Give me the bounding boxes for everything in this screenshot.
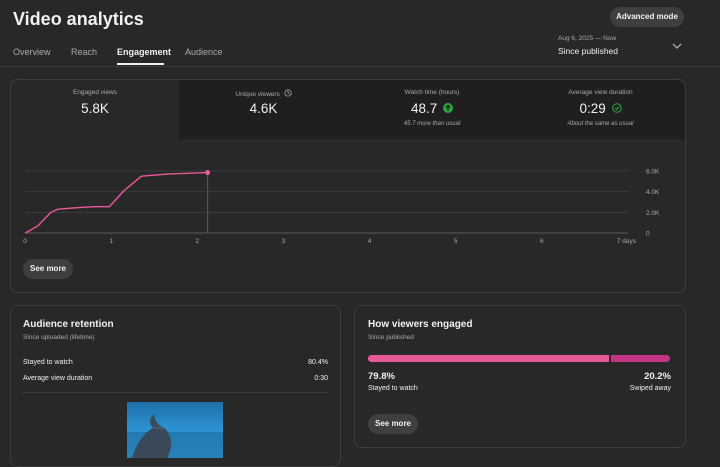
header-divider: [0, 66, 720, 67]
arrow-up-circle-icon: [443, 103, 454, 113]
tab-engagement[interactable]: Engagement: [117, 47, 172, 57]
engagement-split-bar: [368, 355, 670, 362]
retention-row-label: Average view duration: [23, 375, 93, 382]
y-tick-label: 0: [646, 231, 650, 238]
x-tick-label: 5: [454, 238, 458, 245]
metric-value: 5.8K: [81, 101, 109, 116]
stayed-label: Stayed to watch: [368, 385, 418, 392]
swiped-label: Swiped away: [629, 385, 671, 392]
metric-value: 4.6K: [249, 101, 278, 116]
x-tick-label: 4: [368, 238, 372, 245]
swiped-percent: 20.2%: [644, 371, 671, 382]
x-tick-label: 7 days: [617, 238, 637, 245]
retention-row-value: 80.4%: [308, 359, 328, 366]
engaged-views-line-chart: 6.0K 4.0K 2.0K 0 0 1 2 3 4 5 6 7 days: [23, 169, 660, 246]
retention-row-value: 0:30: [314, 375, 328, 382]
metric-label: Unique viewers: [235, 91, 280, 98]
stayed-portion: [368, 355, 611, 362]
x-tick-label: 6: [540, 238, 544, 245]
page-title: Video analytics: [13, 9, 144, 29]
metric-label: Average view duration: [568, 89, 633, 96]
metric-unique-viewers[interactable]: Unique viewers 4.6K: [179, 80, 348, 139]
metric-engaged-views[interactable]: Engaged views 5.8K: [11, 80, 179, 139]
metric-watch-time[interactable]: Watch time (hours) 48.7 45.7 more than u…: [348, 80, 516, 139]
tab-overview[interactable]: Overview: [13, 47, 51, 57]
video-thumbnail[interactable]: [127, 402, 223, 458]
engagement-card: Engaged views 5.8K Unique viewers 4.6K W…: [10, 79, 686, 293]
date-range-dates: Aug 6, 2025 — Now: [558, 35, 617, 42]
retention-row-label: Stayed to watch: [23, 359, 73, 366]
date-range-picker[interactable]: Aug 6, 2025 — Now Since published: [558, 35, 686, 61]
y-tick-label: 2.0K: [646, 210, 660, 217]
divider: [23, 392, 328, 393]
audience-retention-card: Audience retention Since uploaded (lifet…: [10, 305, 341, 467]
metric-label: Engaged views: [72, 89, 118, 96]
card-subtitle: Since published: [368, 334, 414, 341]
card-subtitle: Since uploaded (lifetime): [23, 334, 95, 341]
card-title: Audience retention: [23, 319, 114, 330]
metric-value: 48.7: [410, 101, 438, 116]
x-tick-label: 0: [23, 238, 27, 245]
y-tick-label: 4.0K: [646, 189, 660, 196]
see-more-button[interactable]: See more: [368, 414, 418, 434]
x-tick-label: 3: [282, 238, 286, 245]
advanced-mode-button[interactable]: Advanced mode: [610, 7, 684, 27]
metric-note: 45.7 more than usual: [403, 121, 461, 127]
chevron-down-icon: [672, 43, 682, 49]
clock-icon: [284, 89, 292, 97]
y-tick-label: 6.0K: [646, 169, 660, 176]
data-point: [205, 170, 211, 176]
see-more-button[interactable]: See more: [23, 259, 73, 279]
x-tick-label: 1: [109, 238, 113, 245]
series-line: [24, 171, 208, 234]
metric-value: 0:29: [579, 101, 606, 116]
x-tick-label: 2: [195, 238, 199, 245]
metric-note: About the same as usual: [567, 121, 634, 127]
stayed-percent: 79.8%: [368, 371, 395, 382]
metric-tabs: Engaged views 5.8K Unique viewers 4.6K W…: [11, 80, 685, 139]
tab-reach[interactable]: Reach: [71, 47, 98, 57]
viewers-engaged-card: How viewers engaged Since published 79.8…: [354, 305, 686, 448]
date-range-label: Since published: [558, 46, 619, 56]
active-tab-indicator: [117, 63, 164, 65]
tab-audience[interactable]: Audience: [185, 47, 223, 57]
check-circle-icon: [611, 103, 622, 113]
metric-avg-view-duration[interactable]: Average view duration 0:29 About the sam…: [516, 80, 685, 139]
metric-label: Watch time (hours): [404, 89, 460, 96]
card-title: How viewers engaged: [368, 319, 473, 330]
dolphin-icon: [127, 414, 223, 458]
